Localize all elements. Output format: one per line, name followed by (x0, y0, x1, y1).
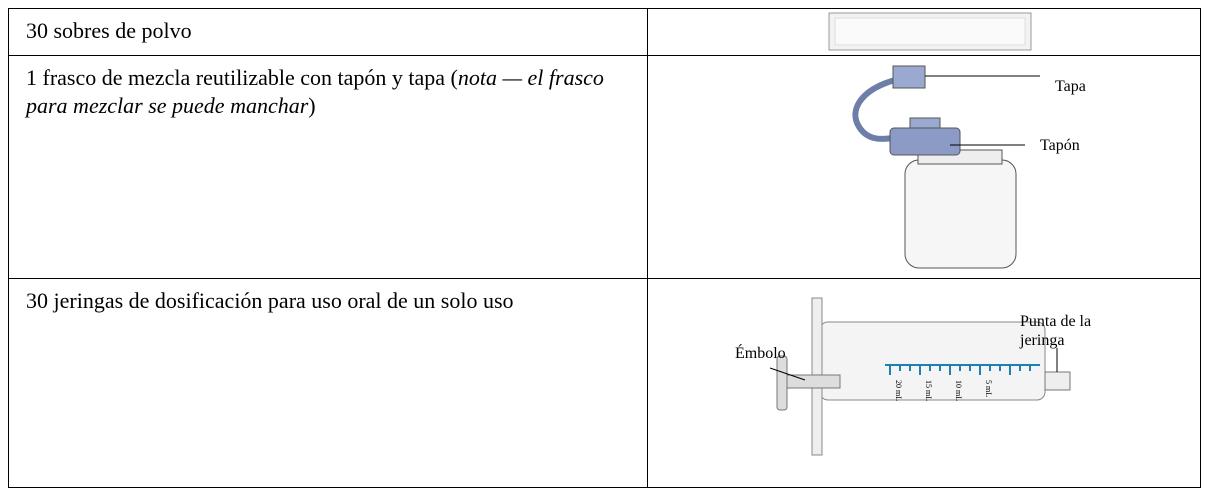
cell-text: 30 sobres de polvo (26, 18, 192, 43)
plunger-rod (779, 374, 841, 389)
scale-label: 5 mL (984, 380, 993, 397)
label: Émbolo (735, 343, 786, 362)
scale-label: 15 mL (924, 380, 933, 401)
cell-text: 1 frasco de mezcla reutilizable con tapó… (26, 65, 446, 90)
bottle: Tapa Tapón (852, 65, 1086, 269)
scale-label: 20 mL (894, 380, 903, 401)
bottle-body (904, 159, 1017, 269)
label: jeringa (1019, 332, 1064, 349)
tapon (889, 127, 961, 156)
cell-text: 30 jeringas de dosificación para uso ora… (26, 288, 514, 313)
sachet-inner (834, 17, 1026, 46)
scale-label: 10 mL (954, 380, 963, 401)
plunger-head (776, 355, 788, 411)
note: nota — el frasco para mezclar se puede m… (26, 65, 604, 118)
label: Punta de la (1020, 313, 1091, 330)
paren: ( (450, 65, 458, 90)
strap (852, 77, 896, 142)
cell: 1 frasco de mezcla reutilizable con tapó… (8, 55, 648, 279)
scale-ticks (889, 365, 1031, 375)
label: Tapa (1055, 78, 1086, 95)
leader (769, 367, 806, 381)
paren: ) (308, 93, 316, 118)
label: Tapón (1040, 137, 1080, 154)
tip (1044, 371, 1071, 391)
syringe: 20 mL 15 mL 10 mL 5 mL Émbolo Punta de l… (735, 297, 1091, 456)
tapa (892, 65, 926, 89)
